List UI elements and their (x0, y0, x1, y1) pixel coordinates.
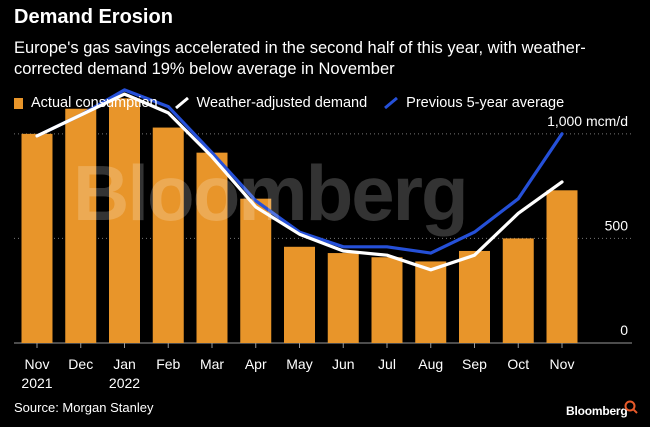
x-year-label: 2022 (109, 375, 140, 391)
bar-actual-1 (65, 108, 97, 343)
bar-layer (21, 98, 578, 344)
x-tick-label: Aug (418, 356, 443, 372)
bar-actual-9 (415, 261, 447, 343)
x-tick-label: May (286, 356, 312, 372)
x-tick-label: Sep (462, 356, 487, 372)
bar-actual-5 (240, 198, 272, 343)
y-tick-layer: 0 500 1,000 mcm/d (547, 113, 628, 338)
x-tick-label: Jun (332, 356, 355, 372)
chart-title: Demand Erosion (14, 6, 173, 28)
x-tick-layer: Nov 2021 Dec Jan 2022 Feb Mar Apr May Jun Jul Aug Se… (21, 343, 574, 391)
legend-label-weather: Weather-adjusted demand (196, 95, 368, 111)
legend-item-average: Previous 5-year average (383, 95, 564, 111)
x-year-label: 2021 (21, 375, 52, 391)
source-note: Source: Morgan Stanley (14, 400, 154, 415)
bar-actual-8 (371, 257, 403, 343)
y-tick-label: 500 (605, 217, 629, 233)
bar-actual-0 (21, 133, 53, 343)
legend-item-weather: Weather-adjusted demand (174, 95, 368, 111)
y-tick-label: 0 (620, 322, 628, 338)
y-tick-label: 1,000 mcm/d (547, 113, 628, 129)
x-tick-label: Nov (550, 356, 575, 372)
bar-actual-7 (327, 253, 359, 343)
magnifier-icon (624, 400, 638, 414)
line-weather-adjusted (35, 92, 564, 272)
line-layer (35, 88, 564, 272)
x-tick-label: Jul (378, 356, 396, 372)
legend-item-actual: Actual consumption (14, 95, 158, 111)
x-tick-label: Dec (68, 356, 93, 372)
bar-actual-12 (546, 190, 578, 343)
bar-actual-6 (284, 246, 315, 343)
legend-label-average: Previous 5-year average (406, 95, 565, 111)
legend-blue-line-icon (384, 97, 399, 109)
x-tick-label: Nov (25, 356, 50, 372)
line-five-year-average (35, 88, 564, 255)
bar-actual-2 (109, 98, 140, 344)
x-tick-label: Oct (507, 356, 529, 372)
bar-actual-10 (459, 250, 490, 343)
chart-legend: Actual consumption Weather-adjusted dema… (14, 95, 580, 111)
chart-subtitle: Europe's gas savings accelerated in the … (14, 39, 586, 78)
x-tick-label: Jan (113, 356, 136, 372)
x-tick-label: Mar (200, 356, 224, 372)
bar-actual-11 (502, 238, 534, 343)
bar-actual-3 (152, 127, 184, 343)
legend-white-line-icon (174, 97, 189, 109)
legend-label-actual: Actual consumption (31, 95, 158, 111)
legend-bar-swatch-icon (14, 97, 23, 109)
x-tick-label: Feb (156, 356, 180, 372)
x-tick-label: Apr (245, 356, 267, 372)
bloomberg-logo: Bloomberg (566, 404, 628, 418)
bar-actual-4 (196, 152, 228, 343)
